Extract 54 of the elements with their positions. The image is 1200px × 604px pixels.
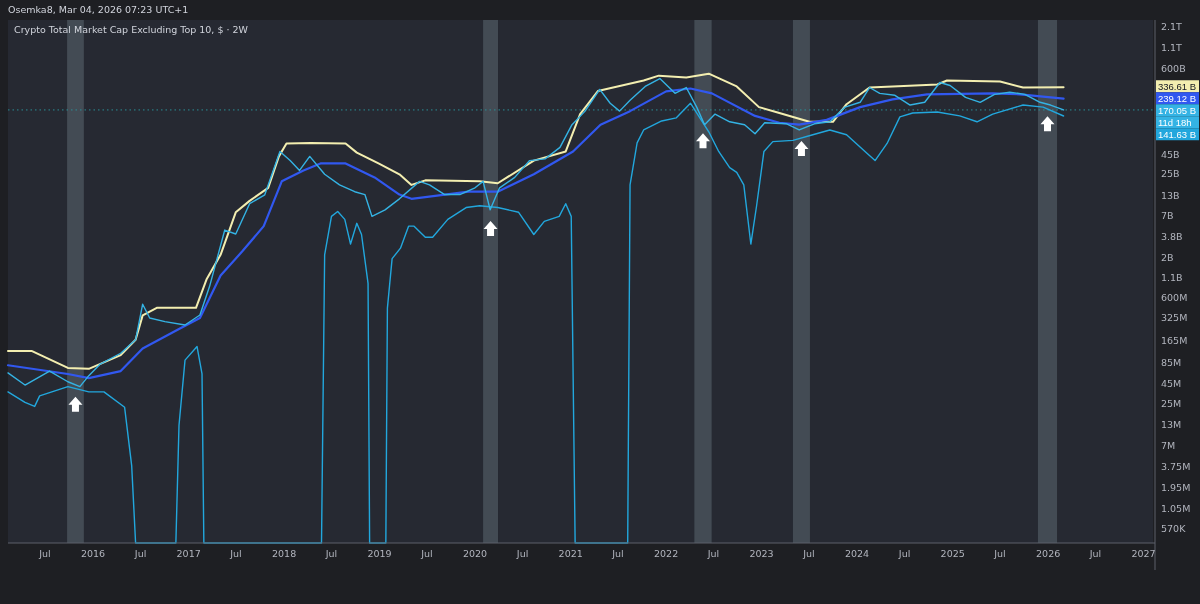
text: 141.63 B xyxy=(1158,128,1197,140)
y-tick-label: 7B xyxy=(1161,210,1174,222)
x-tick-label: 2024 xyxy=(844,548,870,559)
x-tick-label: Jul xyxy=(515,548,529,559)
x-tick-label: 2021 xyxy=(558,548,583,559)
y-tick-label: 25B xyxy=(1161,168,1180,180)
y-tick-label: 3.8B xyxy=(1161,230,1183,242)
x-tick-label: Jul xyxy=(706,548,720,559)
chart-title: Crypto Total Market Cap Excluding Top 10, $ · 2W xyxy=(14,24,249,35)
y-tick-label: 165M xyxy=(1161,334,1188,346)
y-tick-label: 3.75M xyxy=(1161,460,1191,472)
x-tick-label: Jul xyxy=(611,548,624,559)
y-tick-label: 2.1T xyxy=(1161,20,1183,32)
y-tick-label: 25M xyxy=(1161,397,1182,409)
y-tick-label: 600M xyxy=(1161,291,1188,303)
y-tick-label: 600B xyxy=(1161,62,1186,74)
text: 11d 18h xyxy=(1158,116,1192,128)
x-tick-label: Jul xyxy=(324,548,338,559)
text: 170.05 B xyxy=(1158,104,1197,116)
x-tick-label: 2017 xyxy=(176,548,201,559)
x-tick-label: 2018 xyxy=(272,548,297,559)
y-tick-label: 13M xyxy=(1161,419,1182,431)
line-series xyxy=(7,102,1065,544)
x-tick-label: Jul xyxy=(993,548,1006,559)
y-tick-label: 325M xyxy=(1161,312,1188,324)
y-tick-label: 1.95M xyxy=(1161,482,1191,494)
text: 336.61 B xyxy=(1158,80,1197,92)
x-tick-label: 2023 xyxy=(749,548,774,559)
x-tick-label: 2022 xyxy=(654,548,679,559)
y-tick-label: 45M xyxy=(1161,378,1182,390)
y-tick-label: 13B xyxy=(1161,189,1180,201)
y-tick-label: 1.1T xyxy=(1161,42,1183,54)
x-tick-label: 2027 xyxy=(1131,548,1156,559)
x-tick-label: 2020 xyxy=(462,548,488,559)
x-tick-label: 2016 xyxy=(80,548,106,559)
y-tick-label: 570K xyxy=(1161,523,1187,535)
text: Osemka8, Mar 04, 2026 07:23 UTC+1 xyxy=(8,4,189,15)
y-tick-label: 85M xyxy=(1161,356,1182,368)
x-tick-label: 2019 xyxy=(367,548,392,559)
y-tick-label: 7M xyxy=(1161,439,1176,451)
y-tick-label: 1.1B xyxy=(1161,271,1183,283)
x-tick-label: Jul xyxy=(38,548,51,559)
x-tick-label: Jul xyxy=(1088,548,1102,559)
x-tick-label: Jul xyxy=(420,548,433,559)
text: 239.12 B xyxy=(1158,92,1197,104)
y-tick-label: 45B xyxy=(1161,148,1180,160)
x-tick-label: 2025 xyxy=(940,548,965,559)
x-tick-label: Jul xyxy=(133,548,147,559)
x-tick-label: Jul xyxy=(897,548,911,559)
y-tick-label: 2B xyxy=(1161,252,1174,263)
x-tick-label: Jul xyxy=(802,548,815,559)
x-tick-label: 2026 xyxy=(1036,548,1061,559)
x-tick-label: Jul xyxy=(229,548,242,559)
y-tick-label: 1.05M xyxy=(1161,502,1191,514)
